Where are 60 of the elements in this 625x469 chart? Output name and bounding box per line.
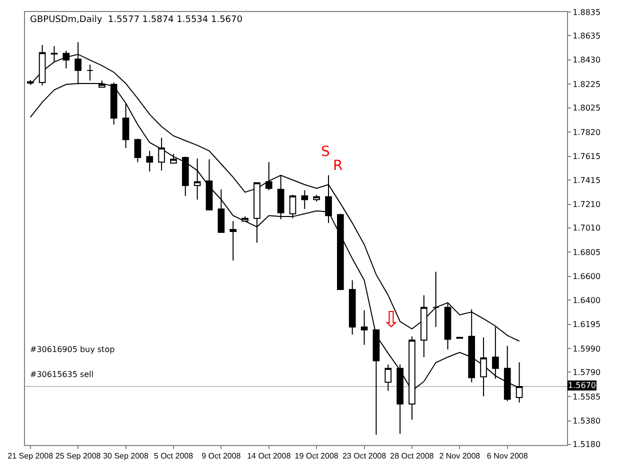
x-tick-label: 21 Sep 2008 (8, 452, 54, 461)
candlestick (301, 190, 308, 210)
candlestick (158, 137, 165, 172)
x-tick-label: 5 Oct 2008 (154, 452, 194, 461)
candlestick (289, 194, 296, 219)
x-tick-label: 9 Oct 2008 (202, 452, 242, 461)
y-tick-label: 1.5380 (572, 416, 601, 426)
candlestick (384, 364, 392, 392)
candlestick (313, 194, 320, 202)
x-tick-label: 19 Oct 2008 (294, 452, 339, 461)
y-tick-label: 1.8635 (572, 31, 601, 40)
x-tick-label: 6 Nov 2008 (486, 452, 528, 461)
x-tick-label: 30 Sep 2008 (103, 452, 150, 461)
y-tick-label: 1.7415 (572, 176, 601, 185)
annotation: R (333, 158, 343, 174)
candlestick (277, 174, 284, 220)
x-tick-label: 14 Oct 2008 (247, 452, 292, 461)
y-tick-label: 1.7615 (572, 152, 601, 162)
candlestick (134, 138, 142, 163)
x-tick-label: 25 Sep 2008 (55, 452, 102, 461)
ref-line-label: 1.5670 (568, 381, 596, 390)
annotation: ⇩ (382, 308, 400, 333)
candlestick (254, 182, 260, 244)
candlestick (206, 158, 213, 211)
candlestick (360, 310, 368, 346)
x-tick-label: 23 Oct 2008 (342, 452, 387, 461)
candlestick (325, 174, 332, 224)
candlestick (194, 158, 201, 200)
candlestick (122, 104, 130, 149)
candlestick (432, 271, 440, 328)
y-tick-label: 1.5585 (572, 392, 601, 402)
y-tick-label: 1.5790 (572, 368, 601, 378)
y-tick-label: 1.7210 (572, 200, 601, 210)
y-tick-label: 1.8430 (572, 56, 601, 65)
candlestick (146, 150, 154, 172)
y-tick-label: 1.8835 (572, 8, 601, 17)
candlestick (265, 162, 272, 191)
y-tick-label: 1.8025 (572, 104, 601, 113)
annotation: #30616905 buy stop (30, 345, 115, 354)
annotation: S (321, 144, 330, 160)
candlestick (86, 64, 94, 82)
candlestick (170, 153, 177, 164)
y-tick-label: 1.8225 (572, 80, 601, 89)
candlestick (182, 156, 189, 196)
chart-title: GBPUSDm,Daily 1.5577 1.5874 1.5534 1.5670 (30, 15, 243, 25)
x-tick-label: 28 Oct 2008 (390, 452, 434, 461)
candlestick (337, 213, 344, 290)
y-tick-label: 1.6600 (572, 272, 601, 282)
candlestick (230, 220, 237, 262)
y-tick-label: 1.6195 (572, 320, 601, 330)
y-tick-label: 1.5990 (572, 344, 601, 354)
y-tick-label: 1.7010 (572, 224, 601, 233)
candlestick (348, 280, 356, 336)
annotation: #30615635 sell (30, 370, 94, 379)
y-tick-label: 1.6805 (572, 248, 601, 257)
y-tick-label: 1.6400 (572, 296, 601, 305)
candlestick (218, 188, 225, 234)
x-tick-label: 2 Nov 2008 (439, 452, 481, 461)
y-tick-label: 1.5180 (572, 440, 601, 450)
y-tick-label: 1.7820 (572, 128, 601, 137)
